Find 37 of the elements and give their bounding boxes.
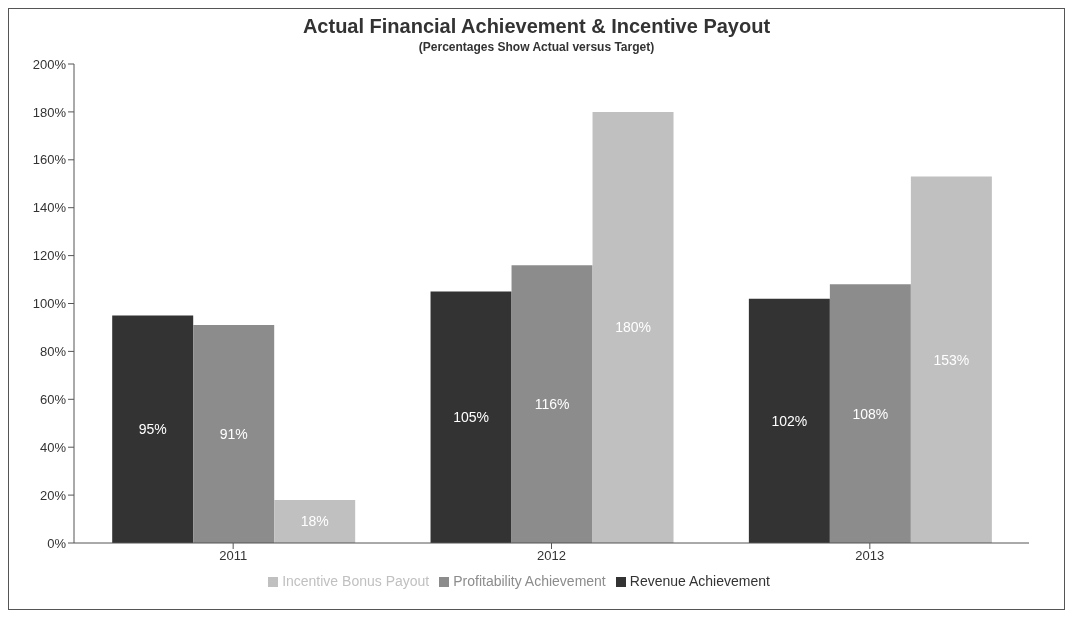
bar — [910, 176, 992, 543]
bar — [193, 325, 275, 543]
legend-label: Incentive Bonus Payout — [282, 573, 430, 589]
y-tick-label: 100% — [32, 296, 67, 312]
chart-subtitle: (Percentages Show Actual versus Target) — [417, 40, 656, 54]
data-label: 105% — [453, 409, 489, 426]
y-tick-label: 60% — [39, 391, 67, 407]
y-tick-label: 200% — [32, 56, 67, 72]
y-tick-label: 80% — [39, 344, 67, 360]
data-label: 95% — [138, 421, 167, 438]
x-tick-label: 2013 — [855, 548, 885, 564]
bar — [430, 291, 512, 543]
bar — [748, 298, 830, 543]
data-label: 91% — [219, 426, 248, 442]
data-label: 116% — [534, 396, 570, 413]
y-tick-label: 20% — [39, 487, 67, 503]
data-label: 108% — [852, 405, 889, 422]
x-tick-label: 2012 — [537, 548, 566, 564]
data-label: 153% — [933, 351, 970, 368]
legend-label: Profitability Achievement — [453, 573, 606, 589]
bar — [274, 499, 356, 543]
y-tick-label: 120% — [32, 248, 67, 264]
y-tick-label: 140% — [32, 200, 67, 216]
data-label: 180% — [615, 319, 651, 336]
y-tick-label: 0% — [47, 535, 67, 551]
legend-label: Revenue Achievement — [629, 573, 770, 589]
data-label: 102% — [771, 412, 808, 429]
chart-title: Actual Financial Achievement & Incentive Payout — [301, 15, 772, 38]
y-tick-label: 160% — [32, 152, 67, 168]
data-label: 18% — [300, 513, 329, 530]
y-tick-label: 40% — [39, 439, 67, 455]
bar — [511, 265, 593, 543]
y-tick-label: 180% — [32, 104, 67, 120]
x-tick-label: 2011 — [219, 548, 248, 564]
bar — [592, 111, 674, 543]
bar — [829, 284, 911, 543]
bar — [112, 315, 194, 543]
